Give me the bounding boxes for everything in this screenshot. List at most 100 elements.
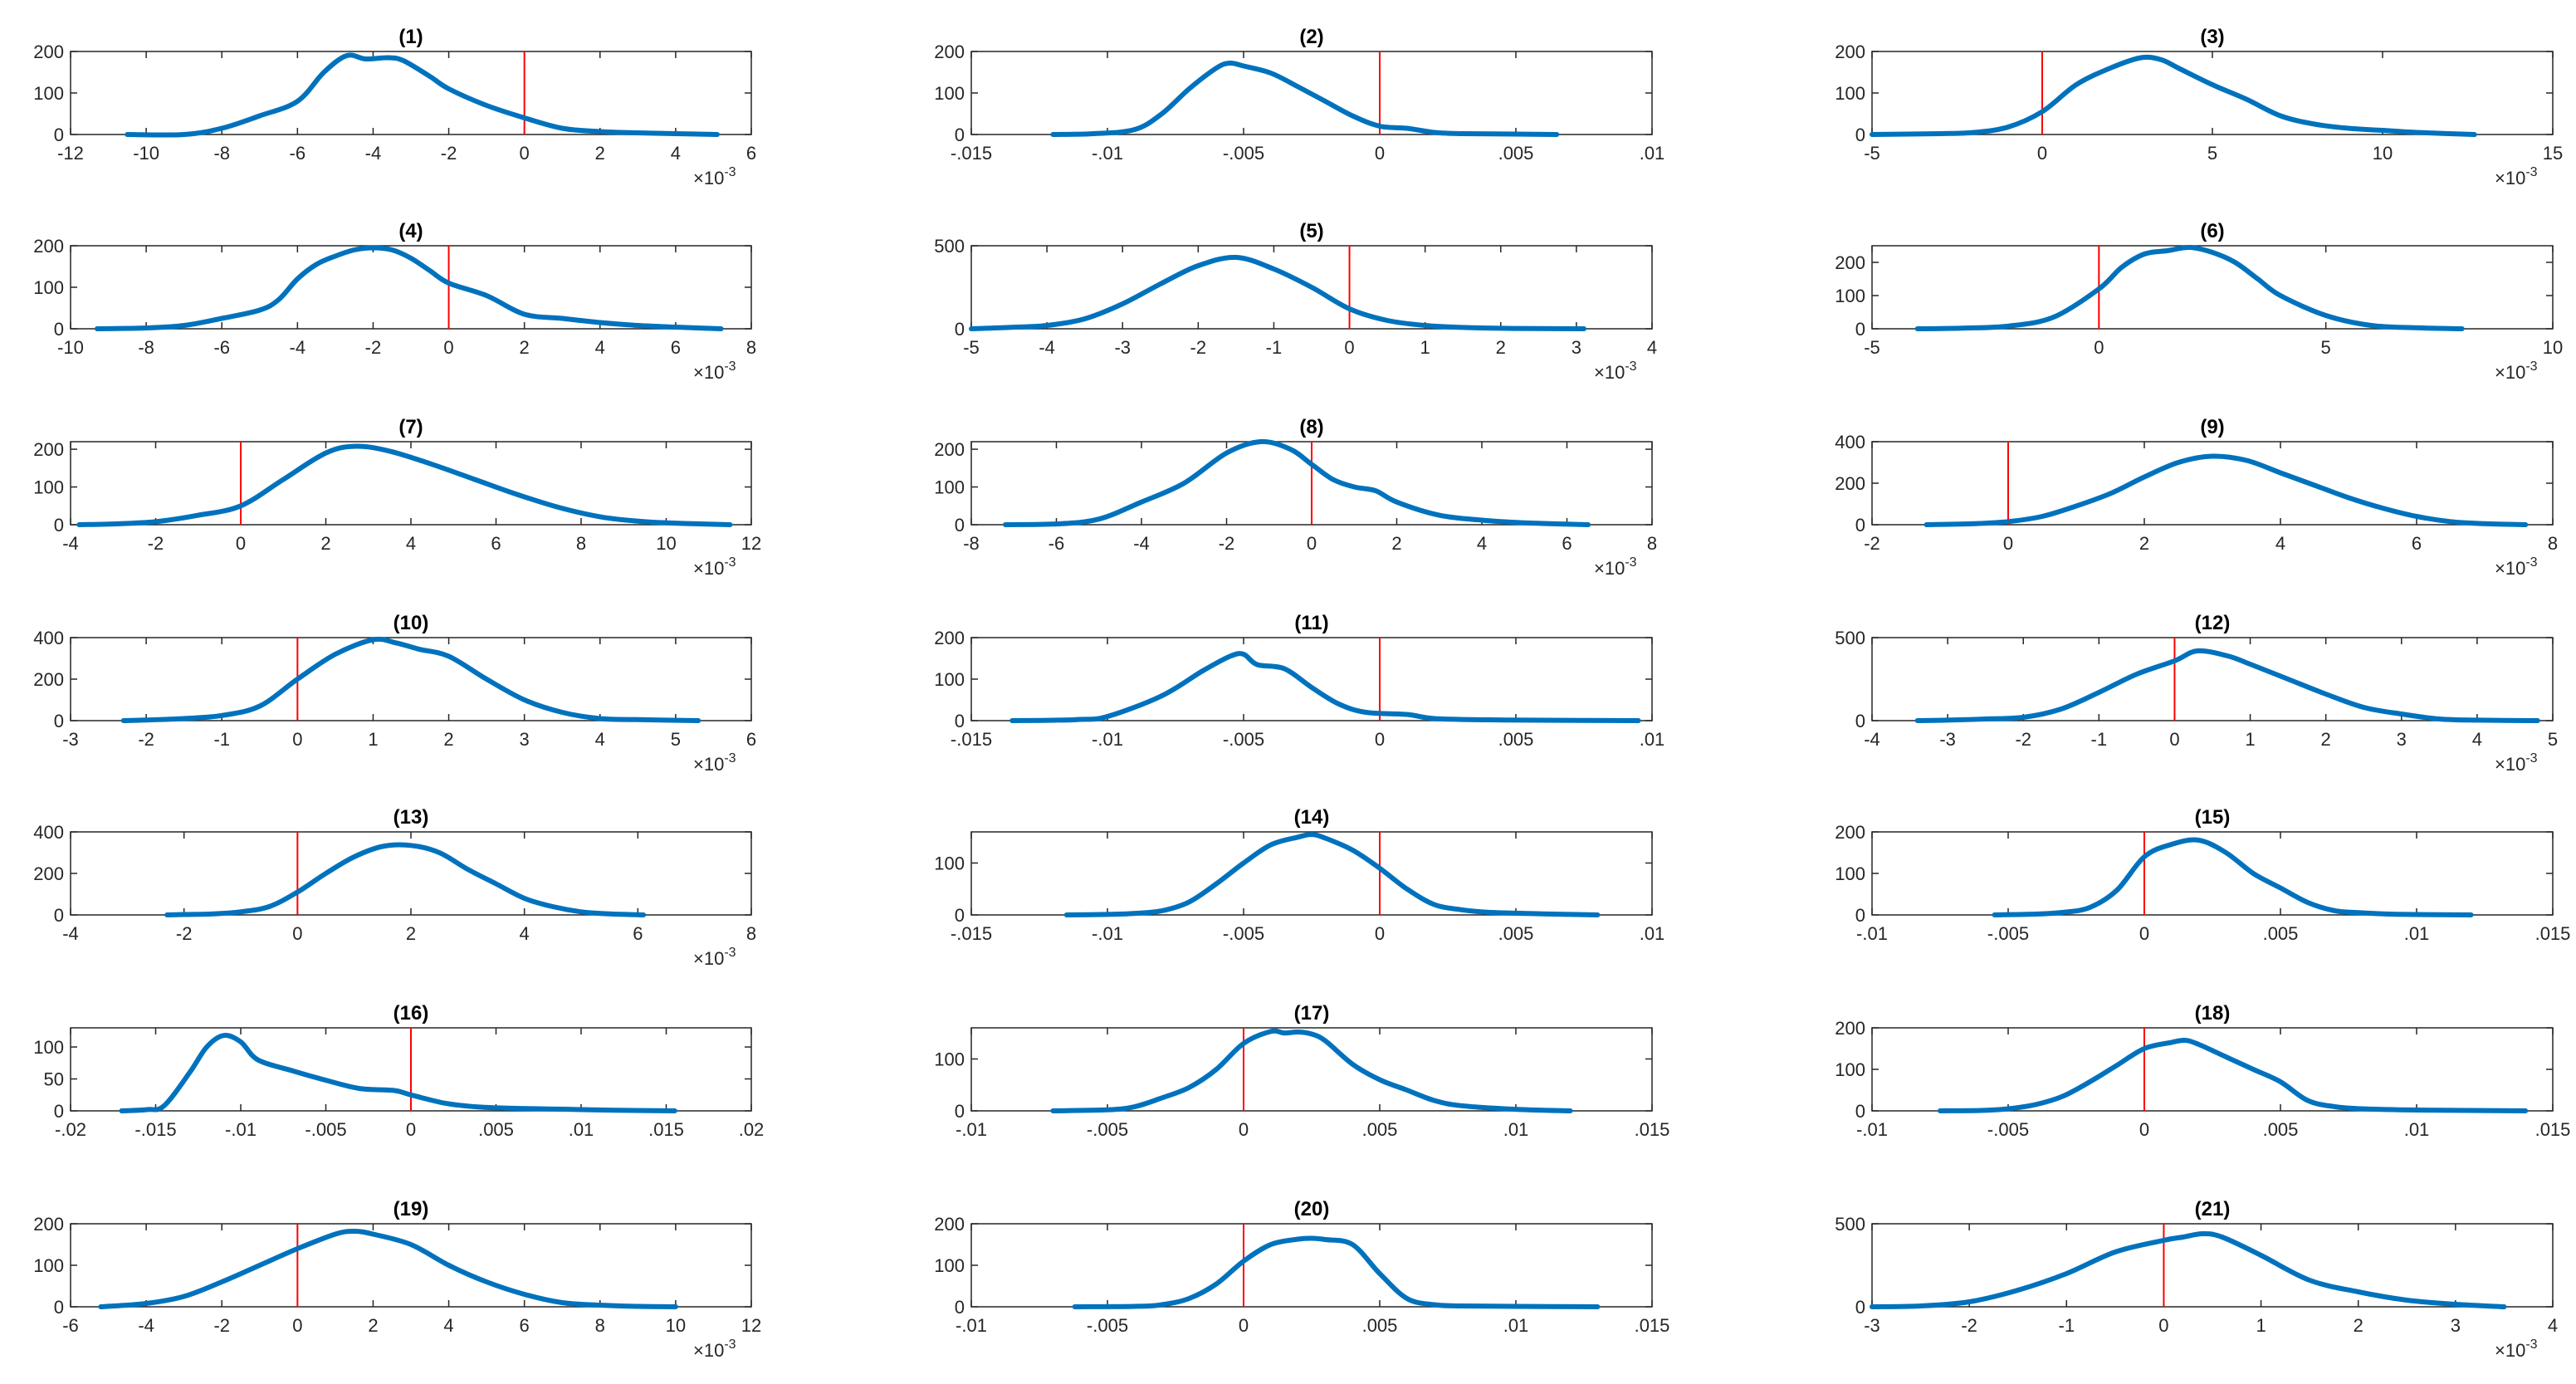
x-tick-label: 8 [595, 1315, 605, 1336]
x-tick-label: 2 [406, 923, 416, 944]
axes-frame [970, 1027, 1653, 1112]
x-tick-label: .015 [1635, 1315, 1670, 1336]
x-tick-label: -2 [2015, 729, 2031, 750]
x-exponent-label: ×10-3 [2495, 1338, 2538, 1361]
x-tick-label: -6 [1048, 533, 1065, 554]
y-tick-label: 0 [54, 1297, 64, 1318]
x-tick-label: .02 [739, 1119, 765, 1140]
y-tick-label: 400 [33, 628, 64, 648]
x-tick-label: 3 [2451, 1315, 2461, 1336]
x-tick-label: -2 [138, 729, 154, 750]
subplot-title: (14) [1294, 806, 1330, 829]
y-tick-label: 0 [54, 319, 64, 340]
x-tick-label: -2 [213, 1315, 230, 1336]
subplot-title: (3) [2200, 26, 2224, 48]
x-tick-label: -.005 [1087, 1119, 1128, 1140]
x-tick-label: 0 [292, 1315, 302, 1336]
y-tick-label: 500 [1835, 1214, 1865, 1235]
x-tick-label: 4 [595, 729, 605, 750]
x-tick-label: .01 [569, 1119, 594, 1140]
x-tick-label: -5 [1864, 143, 1880, 164]
subplot-title: (19) [393, 1198, 429, 1220]
y-tick-label: 100 [33, 1255, 64, 1276]
x-tick-label: 3 [1572, 337, 1581, 358]
x-tick-label: 2 [2139, 533, 2149, 554]
x-tick-label: 8 [576, 533, 586, 554]
axes-frame [1871, 1223, 2554, 1308]
x-tick-label: -4 [138, 1315, 154, 1336]
x-tick-label: 4 [520, 923, 530, 944]
x-tick-label: 4 [2472, 729, 2482, 750]
y-tick-label: 100 [1835, 286, 1865, 306]
x-tick-label: -10 [133, 143, 159, 164]
x-tick-label: -8 [963, 533, 980, 554]
subplot-17: (17) -.01 -.005 0 .005 .01 .015 0 100 [934, 1002, 1669, 1140]
x-tick-label: 4 [1647, 337, 1657, 358]
x-tick-label: -.01 [956, 1119, 987, 1140]
x-exponent-label: ×10-3 [693, 555, 736, 579]
x-tick-label: 0 [443, 337, 453, 358]
x-tick-label: 0 [2158, 1315, 2168, 1336]
x-tick-label: -5 [963, 337, 980, 358]
x-tick-label: -1 [2091, 729, 2108, 750]
x-tick-label: 15 [2543, 143, 2563, 164]
y-tick-label: 200 [33, 863, 64, 884]
x-tick-label: -2 [1190, 337, 1207, 358]
x-tick-label: 4 [2548, 1315, 2558, 1336]
density-curve [1914, 648, 2540, 723]
x-tick-label: 8 [746, 923, 756, 944]
x-tick-label: 0 [406, 1119, 416, 1140]
x-tick-label: 4 [595, 337, 605, 358]
axes-frame [70, 1223, 752, 1308]
density-curve [125, 52, 720, 138]
x-tick-label: 2 [320, 533, 330, 554]
y-tick-label: 100 [934, 1049, 965, 1070]
subplot-title: (13) [393, 806, 429, 829]
y-tick-label: 400 [1835, 432, 1865, 452]
density-curve [119, 1033, 677, 1113]
subplot-title: (11) [1294, 612, 1328, 634]
density-curve [76, 443, 733, 527]
density-curve [1050, 1028, 1573, 1113]
y-tick-label: 100 [934, 1255, 965, 1276]
x-tick-label: -.01 [956, 1315, 987, 1336]
subplot-title: (2) [1299, 26, 1323, 48]
x-tick-label: .005 [1362, 1315, 1398, 1336]
x-tick-label: -.005 [1223, 923, 1264, 944]
x-tick-label: .015 [2535, 1119, 2571, 1140]
x-tick-label: 12 [741, 1315, 761, 1336]
x-exponent-label: ×10-3 [693, 751, 736, 775]
x-tick-label: -4 [62, 923, 79, 944]
x-tick-label: 10 [2543, 337, 2563, 358]
x-tick-label: 2 [1391, 533, 1401, 554]
subplot-title: (17) [1294, 1002, 1330, 1025]
x-tick-label: -3 [62, 729, 79, 750]
subplot-title: (1) [398, 26, 423, 48]
x-tick-label: -.01 [1092, 729, 1123, 750]
x-tick-label: 6 [520, 1315, 530, 1336]
x-tick-label: .005 [1498, 923, 1534, 944]
x-tick-label: 0 [1375, 729, 1385, 750]
y-tick-label: 0 [1855, 1101, 1865, 1122]
density-curve [98, 1229, 678, 1309]
x-tick-label: 1 [368, 729, 378, 750]
x-tick-label: 0 [2169, 729, 2179, 750]
x-tick-label: -4 [1133, 533, 1150, 554]
x-tick-label: .015 [1635, 1119, 1670, 1140]
x-exponent-label: ×10-3 [2495, 359, 2538, 383]
x-tick-label: -1 [1266, 337, 1283, 358]
subplot-title: (10) [393, 612, 429, 634]
x-tick-label: -5 [1864, 337, 1880, 358]
x-tick-label: -.01 [1856, 1119, 1888, 1140]
x-tick-label: -.015 [951, 923, 992, 944]
x-tick-label: -1 [2059, 1315, 2075, 1336]
x-exponent-label: ×10-3 [693, 359, 736, 383]
x-tick-label: -4 [62, 533, 79, 554]
axes-frame [70, 441, 752, 526]
density-curve [1009, 651, 1641, 723]
y-tick-label: 200 [1835, 822, 1865, 843]
x-tick-label: -.01 [225, 1119, 257, 1140]
